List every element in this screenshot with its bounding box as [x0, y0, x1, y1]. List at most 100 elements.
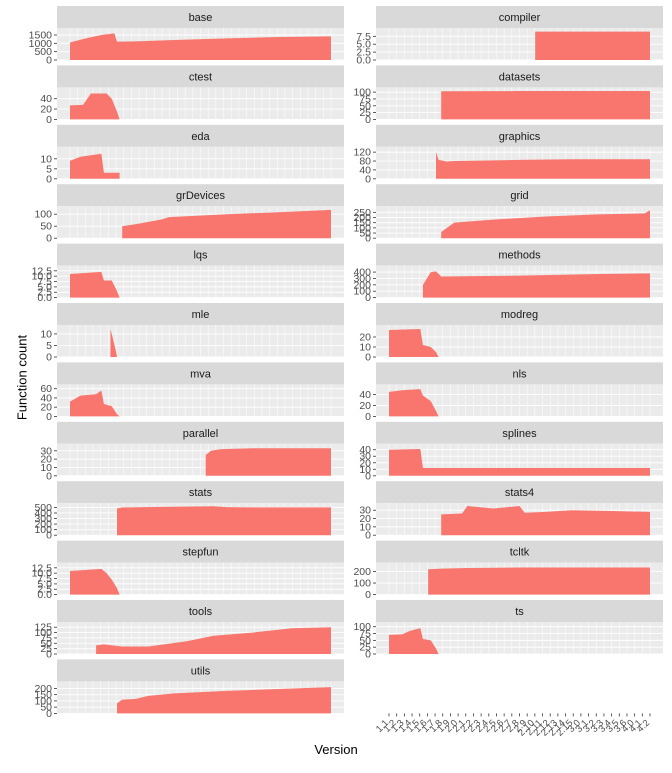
- y-tick-label: 2.5: [37, 287, 52, 299]
- y-tick-label: 0: [46, 352, 52, 364]
- facet-title: compiler: [499, 12, 541, 24]
- facet-title: grDevices: [176, 190, 225, 202]
- y-tick-label: 40: [40, 392, 52, 404]
- facet-strip: [376, 243, 663, 266]
- y-tick-label: 75: [359, 93, 371, 105]
- y-tick-label: 100: [353, 222, 371, 234]
- facet-strip: [57, 421, 344, 444]
- facet-title: datasets: [499, 71, 541, 83]
- y-tick-label: 50: [359, 635, 371, 647]
- facet-title: utils: [191, 665, 211, 677]
- y-tick-label: 0: [365, 470, 371, 482]
- y-tick-label: 0: [365, 114, 371, 126]
- y-tick-label: 10: [40, 462, 52, 474]
- y-tick-label: 25: [359, 642, 371, 654]
- facet-title: base: [189, 12, 213, 24]
- y-tick-label: 50: [359, 100, 371, 112]
- y-tick-label: 12.5: [32, 562, 53, 574]
- facet-title: nls: [512, 368, 527, 380]
- y-tick-label: 0: [46, 470, 52, 482]
- y-tick-label: 0: [46, 411, 52, 423]
- facet-title: methods: [498, 250, 541, 262]
- y-tick-label: 10.0: [32, 568, 53, 580]
- facet-strip: [57, 184, 344, 207]
- y-tick-label: 50: [40, 702, 52, 714]
- y-tick-label: 40: [359, 444, 371, 456]
- y-tick-label: 125: [34, 622, 52, 634]
- facet-title: lqs: [193, 250, 208, 262]
- y-tick-label: 100: [353, 87, 371, 99]
- facet-strip: [57, 362, 344, 385]
- y-axis-label: Function count: [14, 334, 30, 421]
- area-series: [435, 152, 650, 179]
- y-tick-label: 100: [34, 695, 52, 707]
- y-tick-label: 10: [359, 464, 371, 476]
- y-tick-label: 0: [46, 173, 52, 185]
- y-tick-label: 0: [365, 649, 371, 661]
- y-tick-label: 7.5: [37, 276, 52, 288]
- area-series: [70, 153, 120, 179]
- y-tick-label: 100: [34, 209, 52, 221]
- y-tick-label: 200: [353, 212, 371, 224]
- facet-strip: [57, 540, 344, 563]
- area-series: [441, 91, 650, 120]
- y-tick-label: 30: [359, 505, 371, 517]
- facet-title: tcltk: [510, 547, 530, 559]
- y-tick-label: 5.0: [37, 281, 52, 293]
- area-series: [441, 506, 650, 536]
- facet-strip: [376, 303, 663, 325]
- y-tick-label: 500: [34, 502, 52, 514]
- y-tick-label: 5: [46, 340, 52, 352]
- x-axis-label: Version: [314, 742, 358, 757]
- y-tick-label: 20: [359, 457, 371, 469]
- facet-strip: [57, 65, 344, 88]
- y-tick-label: 5: [46, 163, 52, 175]
- y-tick-label: 5.0: [37, 578, 52, 590]
- area-series: [428, 567, 650, 595]
- area-series: [70, 390, 120, 417]
- y-tick-label: 20: [359, 400, 371, 412]
- y-tick-label: 100: [353, 621, 371, 633]
- facet-strip: [376, 124, 663, 147]
- y-tick-label: 7.5: [37, 573, 52, 585]
- y-tick-label: 20: [359, 332, 371, 344]
- facet-strip: [57, 124, 344, 147]
- facet-title: stats: [189, 487, 213, 499]
- y-tick-label: 25: [40, 643, 52, 655]
- y-tick-label: 150: [34, 689, 52, 701]
- facet-strip: [57, 659, 344, 682]
- y-tick-label: 7.5: [356, 31, 371, 43]
- y-tick-label: 0: [46, 55, 52, 67]
- facet-title: graphics: [499, 131, 541, 143]
- facet-strip: [57, 481, 344, 504]
- y-tick-label: 50: [40, 638, 52, 650]
- facet-title: stats4: [505, 487, 534, 499]
- facet-strip: [57, 600, 344, 622]
- y-tick-label: 200: [353, 566, 371, 578]
- y-tick-label: 60: [40, 383, 52, 395]
- facet-title: mle: [192, 309, 210, 321]
- y-tick-label: 5.0: [356, 39, 371, 51]
- facet-title: grid: [510, 190, 528, 202]
- y-tick-label: 0.0: [356, 55, 371, 67]
- y-tick-label: 50: [40, 221, 52, 233]
- facet-strip: [376, 6, 663, 28]
- y-tick-label: 0: [365, 292, 371, 304]
- y-tick-label: 200: [353, 279, 371, 291]
- area-series: [116, 506, 331, 536]
- area-series: [535, 31, 650, 60]
- area-series: [70, 568, 120, 595]
- facet-title: eda: [191, 131, 210, 143]
- y-tick-label: 200: [34, 683, 52, 695]
- y-tick-label: 10: [40, 328, 52, 340]
- area-series: [422, 271, 650, 298]
- y-tick-label: 80: [359, 156, 371, 168]
